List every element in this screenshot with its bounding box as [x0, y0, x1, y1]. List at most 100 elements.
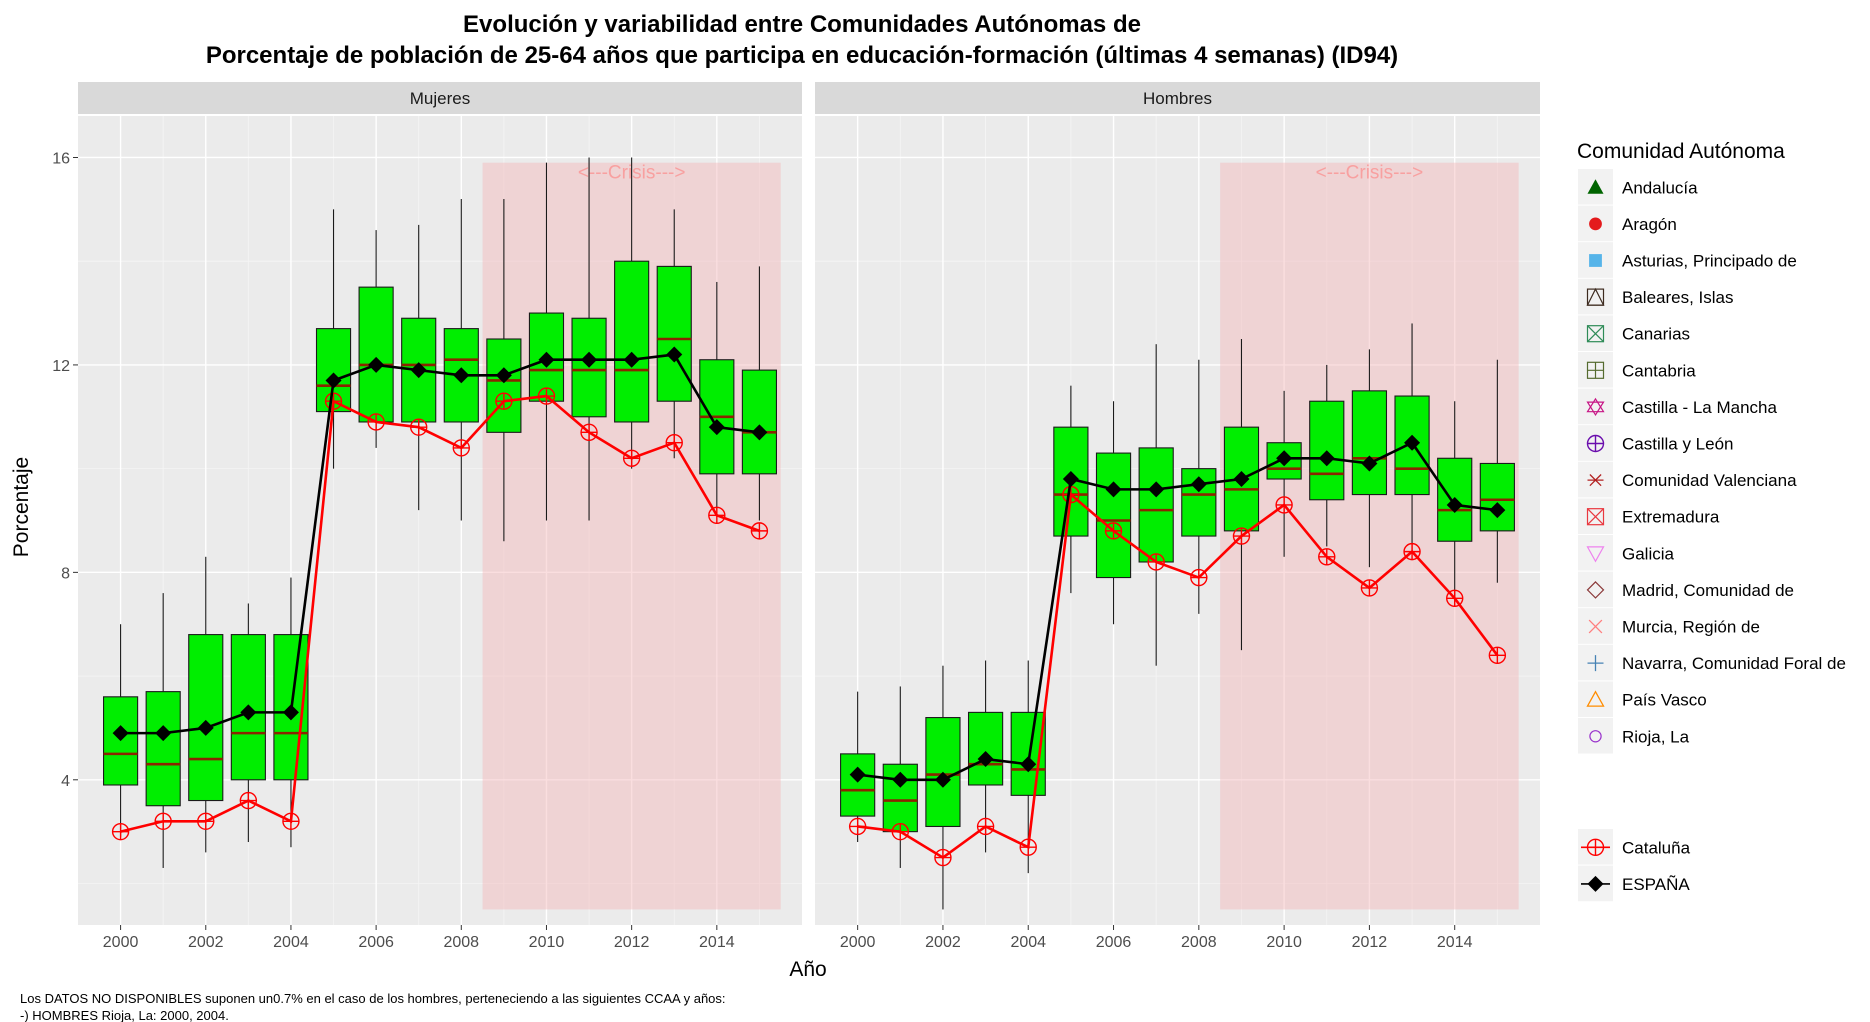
- espana-point-2015: [1489, 502, 1506, 519]
- legend-key-bg: [1578, 681, 1613, 717]
- legend-label: Asturias, Principado de: [1622, 252, 1797, 271]
- espana-point-2013: [666, 346, 683, 363]
- x-tick-label: 2000: [103, 934, 139, 951]
- box: [741, 369, 777, 475]
- x-tick-label: 2012: [614, 934, 650, 951]
- legend-key-bg: [1578, 718, 1613, 754]
- legend-label: Castilla - La Mancha: [1622, 398, 1778, 417]
- legend-key-icon: [1586, 546, 1605, 563]
- espana-point-2000: [112, 725, 129, 742]
- legend-key-icon: [1589, 217, 1602, 231]
- y-tick-label: 12: [52, 358, 70, 375]
- y-tick-label: 8: [61, 565, 70, 582]
- legend-key-bg: [1578, 535, 1613, 571]
- x-tick-label: 2006: [1096, 934, 1132, 951]
- espana-point-2008: [1190, 476, 1207, 493]
- legend-item-4: Canarias: [1578, 315, 1690, 351]
- espana-point-2010: [1276, 450, 1293, 467]
- cataluna-point-2010: [1275, 496, 1293, 514]
- espana-point-2001: [892, 771, 909, 788]
- panel-strip-label: Mujeres: [410, 89, 470, 108]
- espana-point-2006: [1105, 481, 1122, 498]
- boxplot-2010: [1266, 390, 1302, 557]
- legend-item-14: País Vasco: [1578, 681, 1707, 717]
- cataluna-point-2007: [1147, 553, 1165, 571]
- legend-item-3: Baleares, Islas: [1578, 278, 1734, 315]
- legend-item-11: Madrid, Comunidad de: [1578, 571, 1794, 608]
- x-tick-label: 2004: [273, 934, 309, 951]
- espana-point-2005: [1062, 471, 1079, 488]
- chart-title-line2: Porcentaje de población de 25-64 años qu…: [206, 42, 1398, 69]
- cataluna-point-2000: [111, 822, 130, 841]
- legend-item-6: Castilla - La Mancha: [1578, 388, 1778, 425]
- box: [614, 260, 650, 423]
- legend-item-1: Aragón: [1578, 205, 1677, 242]
- boxplot-2013: [656, 209, 692, 459]
- legend-label: País Vasco: [1622, 691, 1707, 710]
- y-axis-title: Porcentaje: [10, 457, 33, 557]
- espana-point-2009: [495, 367, 512, 384]
- legend-key-icon: [1587, 875, 1604, 892]
- box: [967, 711, 1004, 786]
- box: [656, 265, 692, 402]
- legend-label: Rioja, La: [1622, 727, 1690, 746]
- espana-point-2001: [155, 725, 172, 742]
- boxplot-2007: [401, 224, 437, 511]
- espana-point-2011: [581, 351, 598, 368]
- espana-line: [120, 353, 760, 735]
- cataluna-point-2013: [665, 434, 683, 452]
- legend-label: Murcia, Región de: [1622, 618, 1760, 637]
- legend-key-icon: [1588, 619, 1603, 634]
- x-tick-label: 2014: [1437, 934, 1473, 951]
- cataluna-point-2011: [1318, 548, 1336, 566]
- espana-point-2012: [1361, 455, 1378, 472]
- box: [1138, 447, 1174, 563]
- legend-label: Baleares, Islas: [1622, 288, 1734, 307]
- cataluna-point-2002: [197, 812, 215, 830]
- legend-item-13: Navarra, Comunidad Foral de: [1578, 644, 1846, 681]
- x-tick-label: 2002: [188, 934, 224, 951]
- legend-key-bg: [1578, 571, 1613, 608]
- espana-point-2005: [325, 372, 342, 389]
- legend-label: ESPAÑA: [1622, 875, 1690, 894]
- note-line2: -) HOMBRES Rioja, La: 2000, 2004.: [20, 1008, 229, 1022]
- boxplot-2012: [1351, 349, 1388, 568]
- legend-title: Comunidad Autónoma: [1577, 140, 1785, 163]
- box: [840, 753, 876, 817]
- cataluna-point-2003: [239, 791, 258, 810]
- cataluna-point-2012: [622, 449, 641, 467]
- cataluna-point-2004: [1019, 838, 1037, 856]
- boxplot-2006: [358, 230, 394, 448]
- legend-label: Galicia: [1622, 544, 1675, 563]
- cataluna-line: [857, 492, 1499, 860]
- espana-point-2014: [708, 419, 725, 436]
- espana-point-2007: [410, 362, 427, 379]
- box: [188, 634, 224, 802]
- legend-item-10: Galicia: [1578, 535, 1675, 571]
- x-tick-label: 2006: [358, 934, 394, 951]
- legend-key-icon: [1589, 254, 1602, 267]
- espana-point-2011: [1318, 450, 1335, 467]
- cataluna-point-2010: [537, 387, 556, 405]
- cataluna-point-2005: [1062, 485, 1080, 504]
- legend-key-icon: [1587, 474, 1604, 487]
- cataluna-point-2009: [1232, 527, 1251, 545]
- espana-point-2007: [1148, 481, 1165, 498]
- legend-label: Canarias: [1622, 325, 1690, 344]
- legend-key-icon: [1589, 730, 1602, 743]
- legend-item-0: Andalucía: [1578, 169, 1698, 205]
- legend-key-icon: [1586, 581, 1605, 599]
- cataluna-point-2012: [1360, 579, 1379, 597]
- x-tick-label: 2002: [925, 934, 961, 951]
- x-axis-title: Año: [789, 958, 826, 981]
- legend-label: Andalucía: [1622, 178, 1698, 197]
- panel-strip-label: Hombres: [1143, 89, 1212, 108]
- x-tick-label: 2010: [1266, 934, 1302, 951]
- cataluna-point-2008: [452, 439, 470, 457]
- cataluna-point-2000: [848, 817, 867, 836]
- boxplot-2001: [145, 593, 181, 868]
- espana-point-2004: [1020, 756, 1037, 773]
- box: [358, 286, 394, 423]
- boxplot-2014: [699, 281, 735, 511]
